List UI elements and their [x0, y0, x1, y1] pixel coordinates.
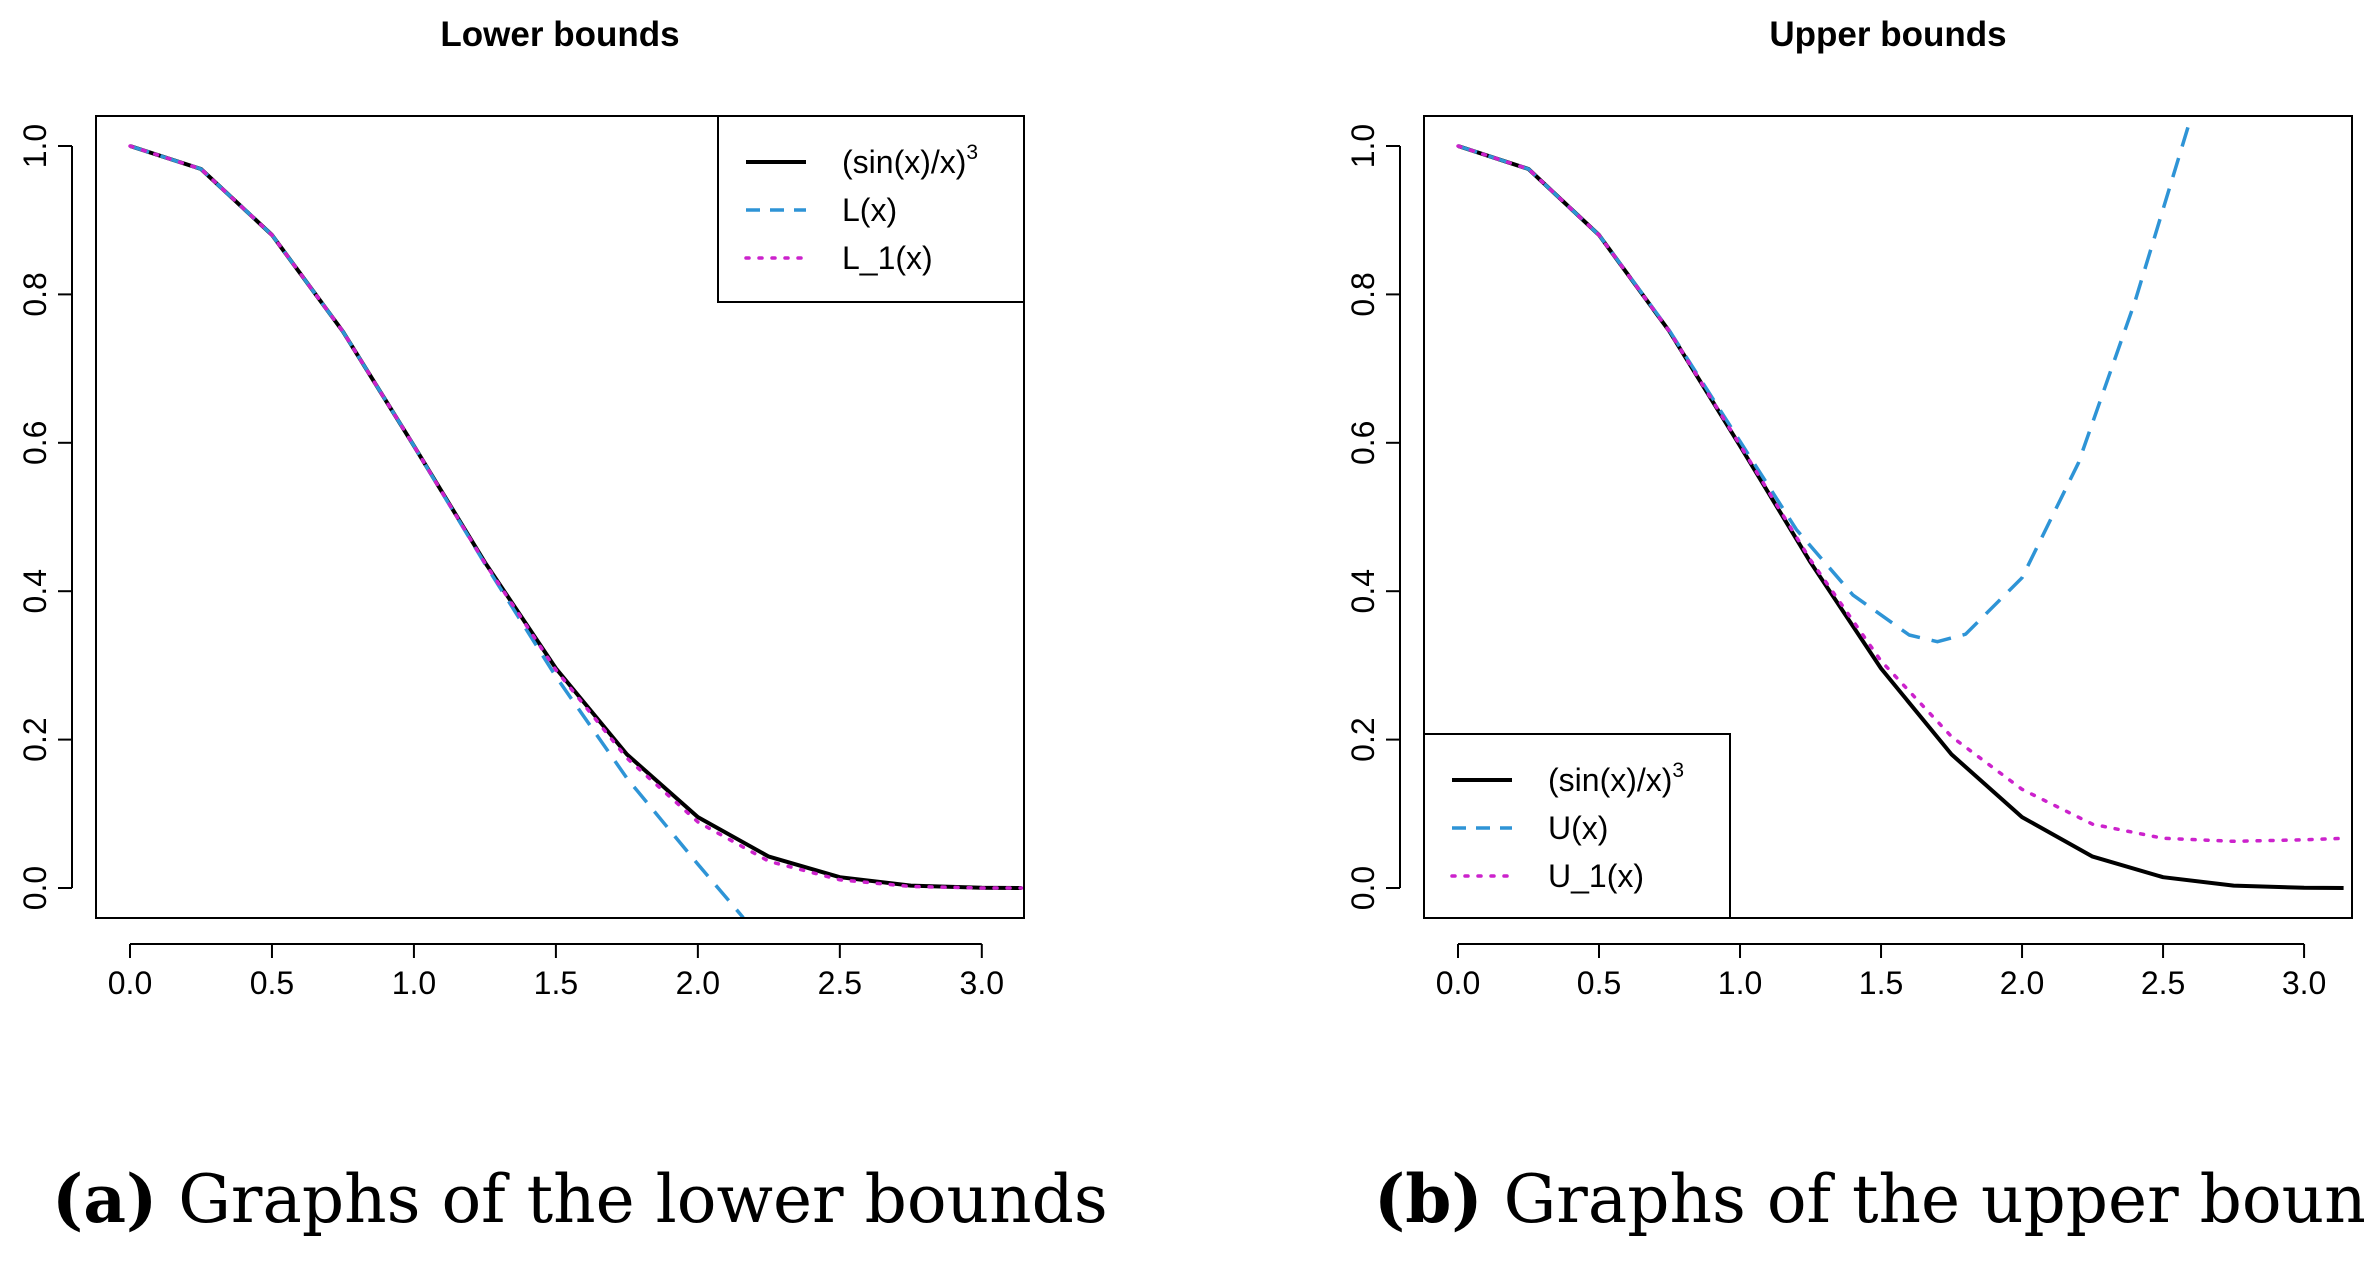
y-tick-label: 0.2 — [1345, 717, 1381, 761]
x-tick-label: 0.0 — [1436, 965, 1480, 1001]
panel-upper-bounds: Upper bounds 0.0 0.5 1.0 1.5 2.0 2.5 3.0 0.0 0.2 0… — [1345, 15, 2353, 1001]
x-tick-label: 0.5 — [250, 965, 294, 1001]
caption-a-text: Graphs of the lower bounds — [157, 1161, 1108, 1238]
legend-label: (sin(x)/x)3 — [842, 141, 978, 180]
series-line-sin-x-x — [1457, 144, 2344, 890]
legend: (sin(x)/x)3 L(x) L_1(x) — [717, 115, 1025, 303]
legend-label: L_1(x) — [842, 240, 933, 276]
plot-frame — [95, 115, 1025, 919]
y-tick-label: 0.4 — [1345, 569, 1381, 613]
legend-label: (sin(x)/x)3 — [1548, 759, 1684, 798]
x-tick-label: 3.0 — [2282, 965, 2326, 1001]
y-tick-label: 0.8 — [17, 272, 53, 316]
x-tick-label: 2.0 — [2000, 965, 2044, 1001]
x-tick-label: 0.5 — [1577, 965, 1621, 1001]
y-tick-label: 0.2 — [17, 717, 53, 761]
chart-title: Upper bounds — [1769, 15, 2006, 54]
x-tick-label: 1.0 — [392, 965, 436, 1001]
y-tick-label: 0.0 — [17, 866, 53, 910]
y-tick-label: 0.8 — [1345, 272, 1381, 316]
x-tick-label: 0.0 — [108, 965, 152, 1001]
y-tick-label: 0.6 — [17, 421, 53, 465]
legend-label: L(x) — [842, 192, 897, 228]
caption-b: (b) Graphs of the upper bounds — [1374, 1160, 2364, 1238]
chart-title: Lower bounds — [440, 15, 679, 54]
x-tick-label: 3.0 — [960, 965, 1004, 1001]
series-line-sin-x-x — [129, 144, 1022, 890]
panel-lower-bounds: Lower bounds 0.0 0.5 1.0 1.5 2.0 2.5 3.0 0.0 0.2 0… — [17, 15, 1025, 1001]
caption-a-tag: (a) — [52, 1160, 158, 1238]
legend-box — [717, 115, 1025, 303]
series-line-l-x — [129, 144, 745, 918]
y-tick-label: 1.0 — [1345, 124, 1381, 168]
y-tick-label: 0.0 — [1345, 866, 1381, 910]
y-tick-label: 0.4 — [17, 569, 53, 613]
legend-box — [1423, 733, 1731, 919]
legend-label: U_1(x) — [1548, 858, 1644, 894]
x-tick-label: 2.0 — [676, 965, 720, 1001]
series-line-u-1-x — [1456, 144, 2346, 844]
legend-label: U(x) — [1548, 810, 1608, 846]
caption-a: (a) Graphs of the lower bounds — [52, 1160, 1108, 1238]
x-tick-label: 1.0 — [1718, 965, 1762, 1001]
legend: (sin(x)/x)3 U(x) U_1(x) — [1423, 733, 1731, 919]
x-tick-label: 2.5 — [2141, 965, 2185, 1001]
caption-b-text: Graphs of the upper bounds — [1482, 1161, 2364, 1238]
plot-frame — [1423, 115, 2353, 919]
series-line-u-x — [1457, 116, 2193, 644]
caption-b-tag: (b) — [1374, 1160, 1483, 1238]
y-tick-label: 1.0 — [17, 124, 53, 168]
y-tick-label: 0.6 — [1345, 421, 1381, 465]
x-tick-label: 1.5 — [534, 965, 578, 1001]
x-tick-label: 2.5 — [818, 965, 862, 1001]
x-tick-label: 1.5 — [1859, 965, 1903, 1001]
